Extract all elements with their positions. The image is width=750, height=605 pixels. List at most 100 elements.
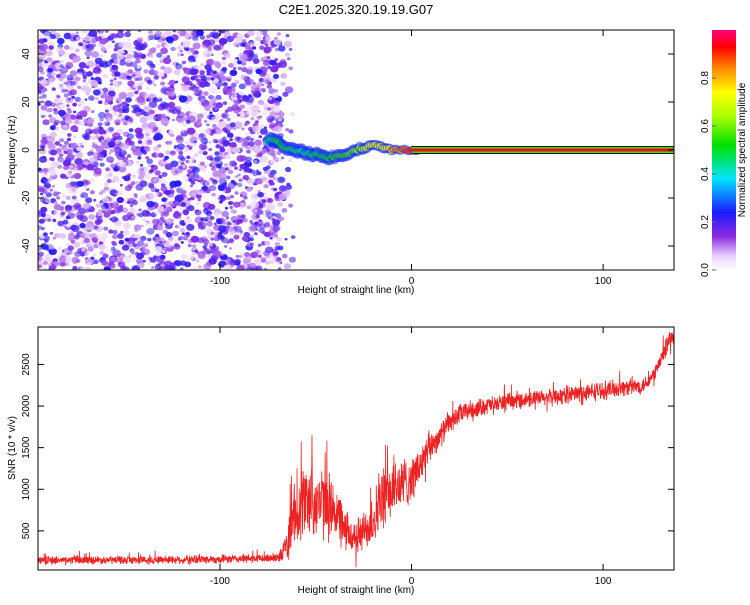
noise-speckle (263, 267, 268, 270)
noise-speckle (189, 47, 195, 53)
noise-speckle (101, 196, 110, 204)
noise-speckle (154, 246, 163, 253)
noise-speckle (284, 86, 294, 94)
noise-speckle (139, 116, 148, 124)
noise-speckle (113, 223, 120, 229)
noise-speckle (143, 126, 152, 134)
noise-speckle (200, 217, 206, 222)
noise-speckle (41, 267, 48, 270)
noise-speckle (131, 216, 135, 219)
noise-speckle (148, 192, 157, 200)
noise-speckle (208, 163, 213, 167)
noise-speckle (183, 146, 190, 153)
noise-speckle (132, 73, 136, 77)
noise-speckle (255, 68, 263, 75)
noise-speckle (119, 60, 126, 66)
noise-speckle (223, 163, 228, 167)
noise-speckle (271, 92, 279, 99)
noise-speckle (269, 122, 277, 129)
noise-speckle (108, 126, 115, 132)
noise-speckle (196, 30, 204, 36)
noise-speckle (164, 43, 170, 48)
noise-speckle (123, 229, 130, 235)
noise-speckle (146, 140, 153, 146)
noise-speckle (219, 30, 224, 33)
noise-speckle (58, 84, 65, 90)
noise-speckle (277, 176, 286, 184)
noise-speckle (164, 105, 168, 109)
noise-speckle (222, 136, 227, 141)
noise-speckle (225, 154, 232, 160)
noise-speckle (217, 151, 223, 156)
noise-speckle (137, 30, 142, 33)
noise-speckle (45, 192, 52, 198)
y-tick-label: 0 (21, 147, 32, 153)
noise-speckle (95, 203, 101, 208)
noise-speckle (56, 148, 62, 153)
noise-speckle (85, 197, 93, 204)
snr-y-label: SNR (10 * v/v) (7, 416, 18, 480)
noise-speckle (150, 47, 157, 53)
noise-speckle (40, 138, 49, 146)
y-tick-label: 2500 (21, 353, 32, 376)
noise-speckle (224, 151, 228, 156)
noise-speckle (275, 157, 279, 161)
noise-speckle (219, 74, 227, 81)
noise-speckle (51, 87, 56, 91)
noise-speckle (108, 229, 114, 234)
noise-speckle (43, 245, 50, 251)
noise-speckle (54, 227, 58, 231)
noise-speckle (138, 171, 146, 177)
noise-speckle (81, 133, 89, 139)
noise-speckle (132, 174, 137, 178)
noise-speckle (168, 108, 175, 113)
noise-speckle (95, 212, 99, 216)
noise-speckle (250, 116, 255, 121)
noise-speckle (41, 227, 45, 231)
noise-speckle (100, 47, 107, 52)
noise-speckle (221, 182, 227, 188)
noise-speckle (185, 231, 190, 236)
noise-speckle (89, 151, 95, 156)
noise-speckle (269, 254, 274, 258)
noise-speckle (174, 260, 182, 267)
noise-speckle (261, 148, 268, 154)
noise-speckle (146, 228, 155, 235)
noise-speckle (204, 222, 209, 226)
noise-speckle (206, 58, 215, 66)
noise-speckle (70, 77, 74, 81)
noise-speckle (63, 93, 69, 98)
colorbar-gradient (712, 30, 736, 270)
noise-speckle (54, 141, 61, 146)
noise-speckle (172, 30, 176, 33)
noise-speckle (41, 133, 47, 139)
noise-speckle (212, 70, 217, 75)
noise-speckle (131, 110, 135, 113)
noise-speckle (172, 62, 177, 66)
noise-speckle (252, 208, 259, 214)
noise-speckle (246, 205, 252, 210)
noise-speckle (71, 225, 80, 232)
noise-speckle (118, 261, 122, 265)
noise-speckle (255, 228, 259, 231)
noise-speckle (195, 193, 202, 199)
noise-speckle (78, 42, 83, 47)
noise-speckle (203, 263, 212, 270)
noise-speckle (215, 128, 223, 135)
noise-speckle (230, 82, 237, 88)
noise-speckle (244, 252, 251, 257)
noise-speckle (271, 152, 277, 158)
noise-speckle (91, 43, 97, 48)
noise-speckle (199, 166, 207, 173)
noise-speckle (259, 128, 268, 135)
noise-speckle (187, 205, 195, 212)
noise-speckle (113, 167, 119, 172)
noise-speckle (202, 151, 208, 156)
noise-speckle (140, 224, 144, 228)
noise-speckle (95, 145, 104, 153)
noise-speckle (92, 253, 97, 257)
noise-speckle (160, 81, 166, 86)
noise-speckle (285, 166, 292, 173)
noise-speckle (96, 30, 105, 34)
noise-speckle (154, 210, 160, 216)
